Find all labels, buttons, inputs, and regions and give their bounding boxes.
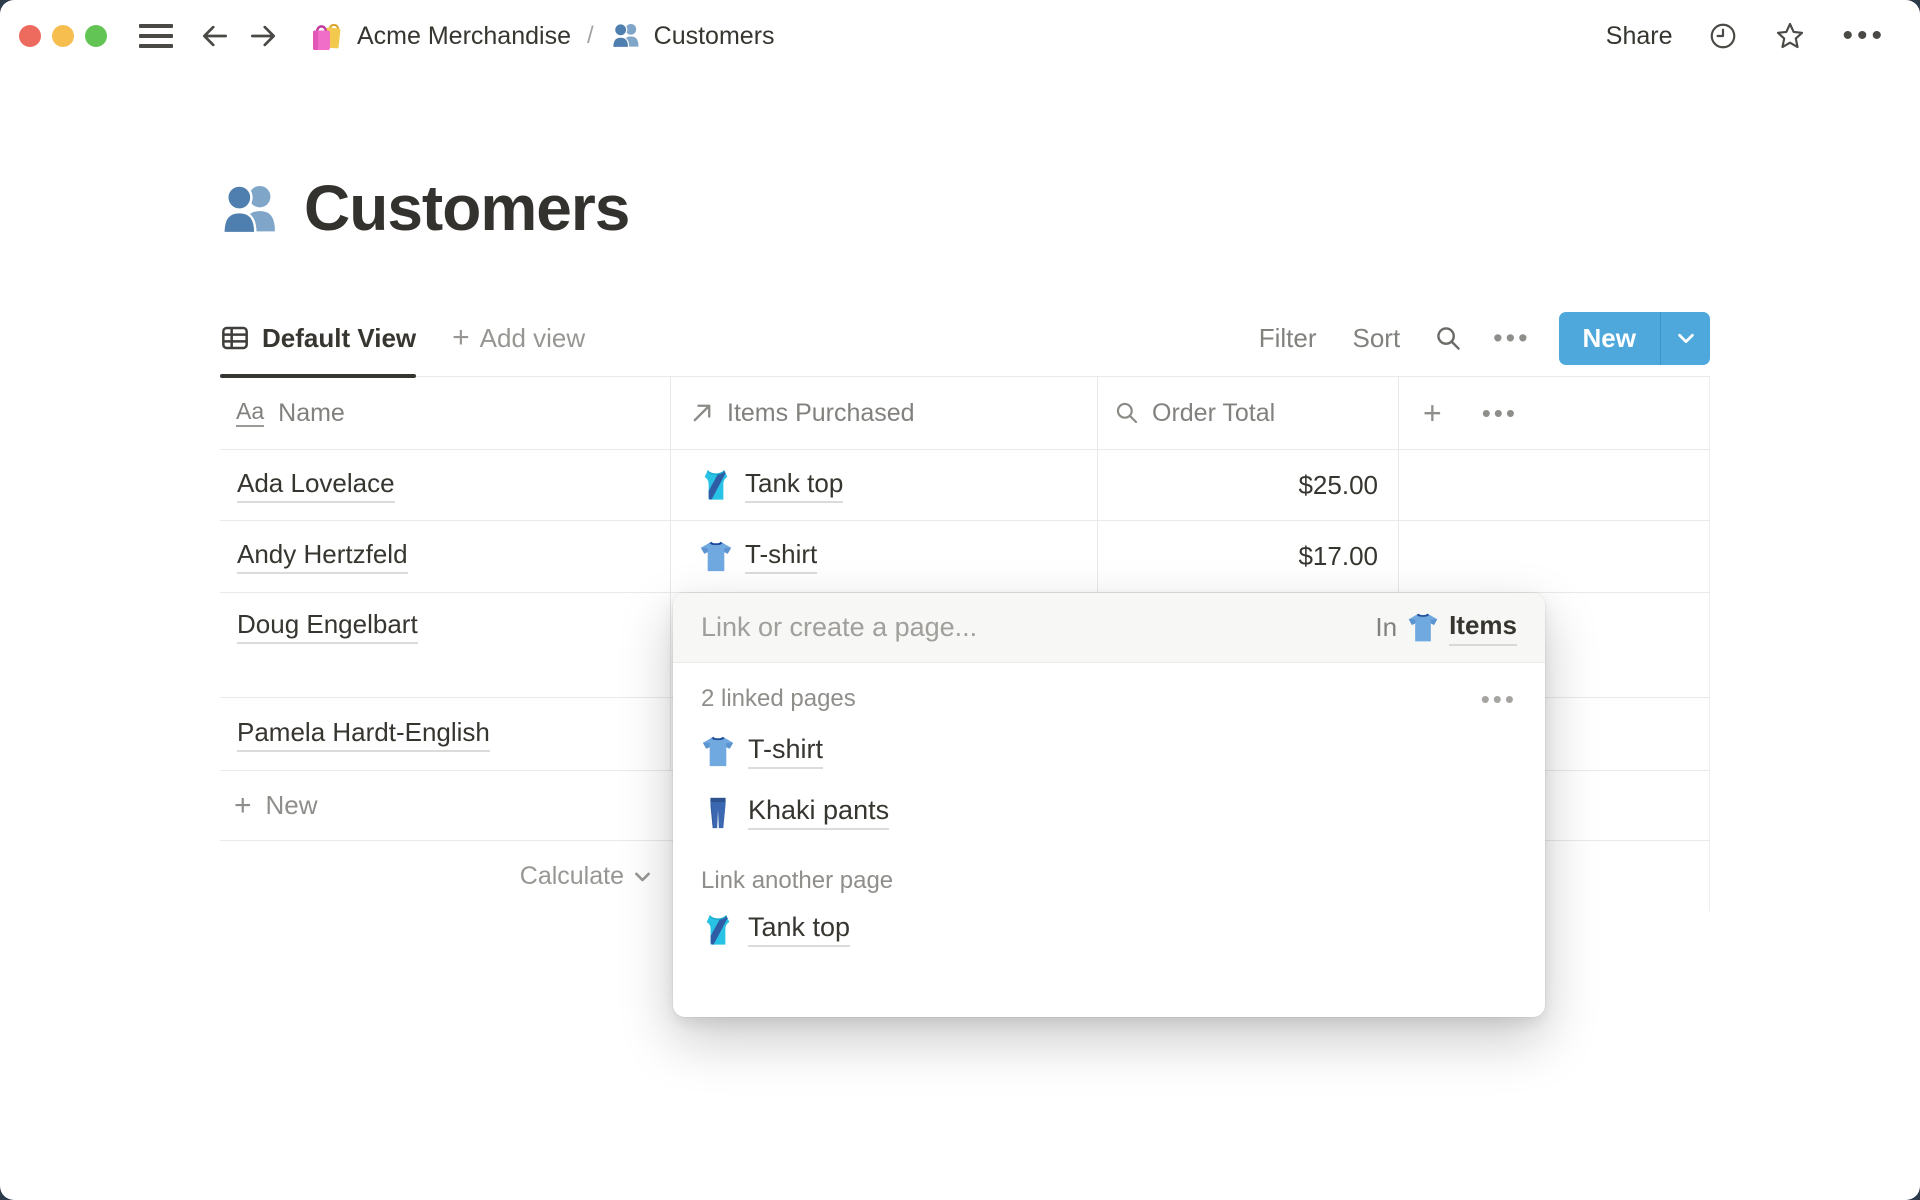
view-options-icon[interactable]: •••: [1493, 322, 1531, 353]
column-label: Order Total: [1152, 398, 1276, 427]
column-label: Items Purchased: [727, 398, 915, 427]
add-view-label: Add view: [479, 322, 586, 353]
calculate-label: Calculate: [519, 861, 624, 890]
popup-header: Link or create a page... In Items: [673, 593, 1545, 663]
breadcrumb-page[interactable]: Customers: [653, 21, 775, 50]
new-button[interactable]: New: [1558, 311, 1710, 365]
row-name[interactable]: Doug Engelbart: [237, 609, 418, 644]
sort-button[interactable]: Sort: [1352, 322, 1401, 353]
page-link-item[interactable]: Tank top: [701, 899, 1517, 960]
table-options-icon[interactable]: •••: [1481, 398, 1518, 428]
calculate-button[interactable]: Calculate: [220, 841, 671, 911]
clock-icon[interactable]: [1708, 21, 1738, 51]
star-icon[interactable]: [1774, 20, 1806, 52]
zoom-window-button[interactable]: [85, 25, 107, 47]
chevron-down-icon: [1675, 327, 1697, 349]
breadcrumb-workspace[interactable]: Acme Merchandise: [357, 21, 571, 50]
column-header-order-total[interactable]: Order Total: [1098, 377, 1399, 449]
page-link-label[interactable]: Khaki pants: [748, 795, 890, 830]
linked-pages-section: 2 linked pages •••: [701, 685, 1517, 713]
empty-cell: [1399, 521, 1709, 592]
search-icon[interactable]: [1434, 324, 1463, 353]
table-header: Aa Name Items Purchased Order Total + ••…: [220, 377, 1709, 450]
linked-pages-label: 2 linked pages: [701, 685, 856, 712]
page-header: Customers: [218, 172, 630, 246]
people-icon[interactable]: [218, 178, 282, 242]
plus-icon: +: [234, 788, 252, 822]
table-row[interactable]: Ada Lovelace Tank top $25.00: [220, 450, 1709, 521]
more-options-icon[interactable]: •••: [1842, 19, 1886, 52]
forward-arrow-icon[interactable]: [247, 20, 279, 52]
name-cell[interactable]: Doug Engelbart: [220, 593, 671, 697]
rollup-property-icon: [1114, 400, 1140, 426]
table-row[interactable]: Andy Hertzfeld T-shirt $17.00: [220, 521, 1709, 593]
t-shirt-icon: [699, 540, 733, 574]
row-name[interactable]: Andy Hertzfeld: [237, 539, 408, 574]
page-link-label[interactable]: T-shirt: [748, 734, 824, 769]
page-title: Customers: [304, 172, 630, 244]
share-button[interactable]: Share: [1605, 21, 1673, 50]
order-total-cell[interactable]: $17.00: [1098, 521, 1399, 592]
name-cell[interactable]: Andy Hertzfeld: [220, 521, 671, 592]
t-shirt-icon: [1407, 612, 1439, 644]
plus-icon: +: [452, 321, 470, 354]
view-toolbar: Filter Sort ••• New: [1223, 311, 1710, 365]
page-link-item[interactable]: Khaki pants: [701, 782, 1517, 843]
tank-top-icon: [701, 913, 735, 947]
chevron-down-icon: [632, 866, 653, 887]
tank-top-icon: [699, 468, 733, 502]
row-name[interactable]: Pamela Hardt-English: [237, 717, 490, 752]
filter-button[interactable]: Filter: [1258, 322, 1317, 353]
relation-target: In Items: [1375, 610, 1517, 646]
items-purchased-cell[interactable]: T-shirt: [671, 521, 1098, 592]
sidebar-toggle-icon[interactable]: [139, 24, 173, 48]
suggestions-list: Tank top: [701, 899, 1517, 960]
relation-popup: Link or create a page... In Items 2 link…: [673, 593, 1545, 1017]
column-label: Name: [278, 398, 345, 427]
link-another-label: Link another page: [701, 867, 894, 894]
add-view-button[interactable]: + Add view: [452, 323, 585, 354]
column-header-name[interactable]: Aa Name: [220, 377, 671, 449]
close-window-button[interactable]: [19, 25, 41, 47]
item-link[interactable]: Tank top: [745, 468, 844, 503]
row-name[interactable]: Ada Lovelace: [237, 468, 395, 503]
back-arrow-icon[interactable]: [199, 20, 231, 52]
relation-target-database[interactable]: Items: [1449, 610, 1517, 646]
table-view-icon: [220, 323, 250, 353]
linked-pages-list: T-shirt Khaki pants: [701, 721, 1517, 843]
tab-default-view[interactable]: Default View: [220, 300, 417, 378]
new-row-label: New: [265, 790, 318, 820]
popup-body: 2 linked pages ••• T-shirt Khaki pants Li…: [673, 663, 1545, 960]
header-add-area: + •••: [1399, 377, 1709, 449]
item-link[interactable]: T-shirt: [745, 539, 818, 574]
topbar: Acme Merchandise / Customers Share •••: [0, 0, 1920, 72]
order-total-cell[interactable]: $25.00: [1098, 450, 1399, 520]
jeans-icon: [701, 796, 735, 830]
new-dropdown-button[interactable]: [1661, 312, 1710, 365]
add-column-button[interactable]: +: [1423, 395, 1442, 431]
new-button-divider: [1660, 311, 1661, 365]
tab-label: Default View: [262, 322, 417, 353]
linked-pages-options-icon[interactable]: •••: [1480, 684, 1517, 714]
page-link-item[interactable]: T-shirt: [701, 721, 1517, 782]
empty-cell: [1399, 450, 1709, 520]
t-shirt-icon: [701, 735, 735, 769]
minimize-window-button[interactable]: [52, 25, 74, 47]
link-page-input[interactable]: Link or create a page...: [701, 612, 978, 642]
new-button-label[interactable]: New: [1582, 322, 1636, 353]
people-icon: [610, 20, 642, 52]
in-label: In: [1375, 612, 1398, 642]
breadcrumb-separator: /: [586, 22, 594, 49]
items-purchased-cell[interactable]: Tank top: [671, 450, 1098, 520]
column-header-items-purchased[interactable]: Items Purchased: [671, 377, 1098, 449]
views-toolbar: Default View + Add view Filter Sort ••• …: [220, 300, 1710, 378]
page-link-label[interactable]: Tank top: [748, 912, 851, 947]
relation-property-icon: [689, 400, 715, 426]
name-cell[interactable]: Ada Lovelace: [220, 450, 671, 520]
shopping-bags-icon: [309, 18, 345, 54]
name-cell[interactable]: Pamela Hardt-English: [220, 698, 671, 770]
text-property-icon: Aa: [236, 398, 265, 428]
